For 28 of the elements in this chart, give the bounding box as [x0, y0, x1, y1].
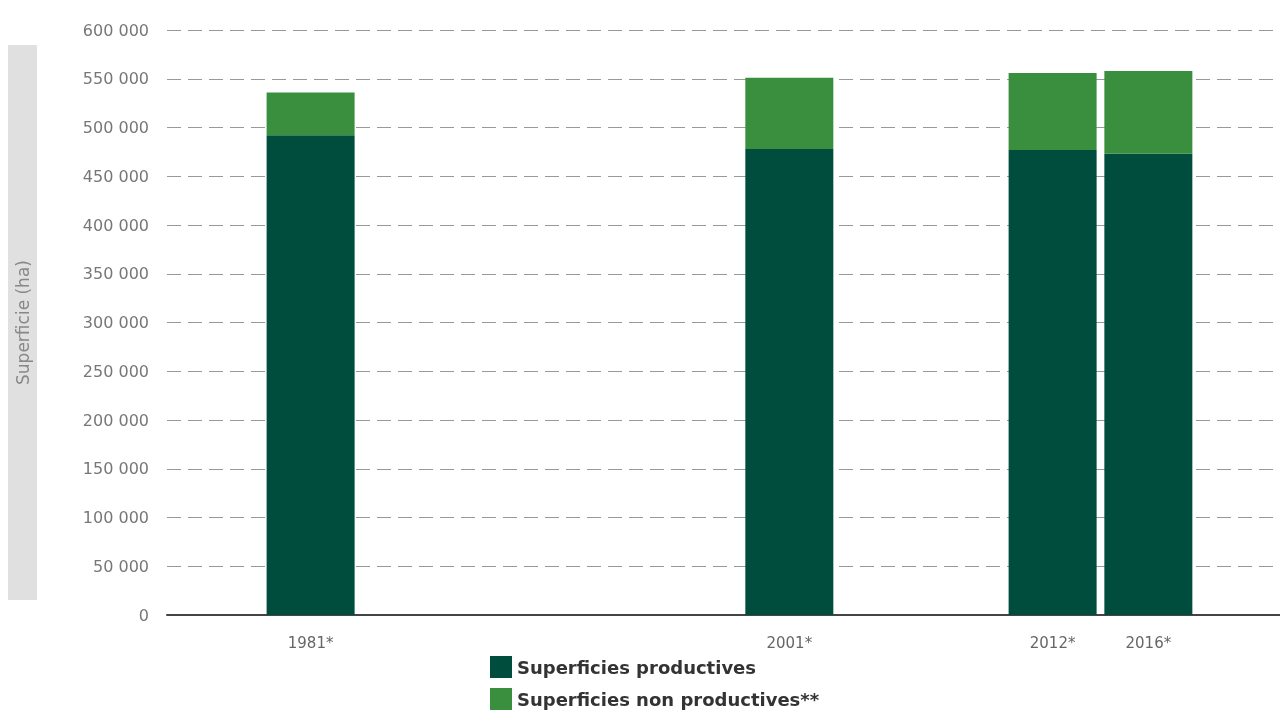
bar: [745, 148, 834, 615]
x-tick-label: 2001*: [766, 633, 813, 652]
bar: [745, 77, 834, 149]
y-axis-title: Superficie (ha): [12, 260, 33, 385]
x-tick-label: 2012*: [1029, 633, 1076, 652]
legend-label: Superficies productives: [517, 656, 757, 678]
x-tick-label: 2016*: [1125, 633, 1172, 652]
bar: [1008, 72, 1097, 150]
bar: [1104, 153, 1193, 615]
bar: [266, 92, 355, 136]
y-tick-label: 400 000: [82, 215, 149, 235]
legend-label: Superficies non productives**: [517, 688, 820, 710]
y-tick-label: 150 000: [82, 459, 149, 479]
y-tick-label: 0: [138, 605, 149, 625]
y-tick-label: 600 000: [82, 20, 149, 40]
y-tick-label: 100 000: [82, 508, 149, 527]
x-tick-label: 1981*: [287, 633, 334, 652]
y-tick-label: 50 000: [93, 556, 149, 576]
bar: [1008, 149, 1097, 615]
y-tick-label: 300 000: [82, 313, 149, 332]
bar: [1104, 70, 1193, 154]
y-tick-label: 250 000: [82, 361, 149, 381]
y-tick-label: 450 000: [82, 166, 149, 186]
y-tick-label: 200 000: [82, 410, 149, 430]
y-tick-label: 500 000: [82, 118, 149, 137]
y-tick-label: 350 000: [82, 264, 149, 284]
bar: [266, 135, 355, 615]
y-tick-label: 550 000: [82, 69, 149, 89]
